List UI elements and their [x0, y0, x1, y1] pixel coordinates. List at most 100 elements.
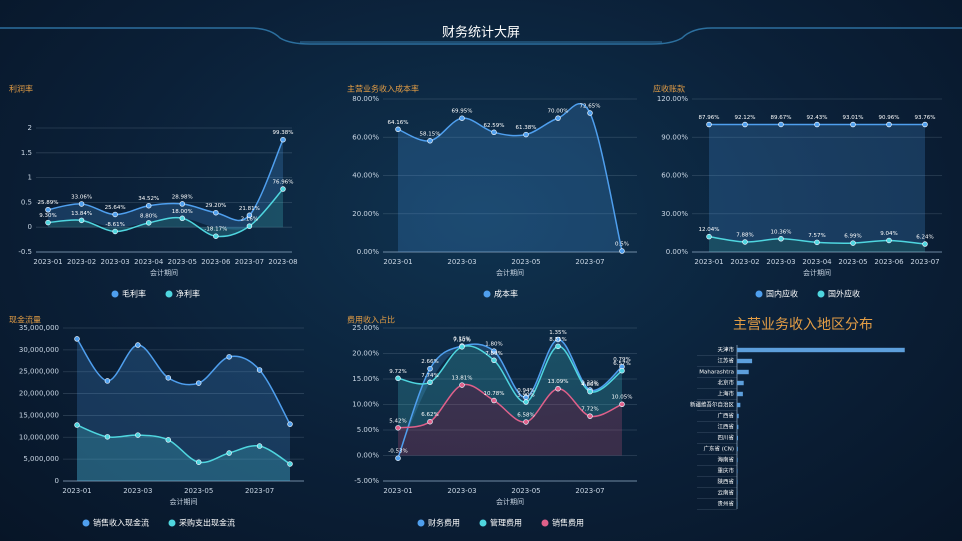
- series-line: [397, 345, 623, 403]
- y-tick-label: 35,000,000: [19, 324, 59, 332]
- data-label: 34.52%: [138, 196, 159, 202]
- x-tick-label: 2023-07: [910, 258, 939, 266]
- legend-marker: [165, 290, 173, 298]
- bar: [737, 369, 749, 375]
- data-label: 90.96%: [879, 115, 900, 121]
- data-label: 12.04%: [699, 227, 720, 233]
- y-tick-label: 天津市: [717, 346, 734, 354]
- data-point: [74, 422, 80, 428]
- data-point: [395, 126, 401, 133]
- data-label: 2.16%: [241, 217, 258, 223]
- x-tick-label: 2023-05: [184, 487, 213, 495]
- page-title: 财务统计大屏: [442, 25, 520, 41]
- data-point: [619, 248, 625, 254]
- data-label: 6.58%: [517, 412, 534, 418]
- chart-panel: 利润率 -0.5 0 0.5 1 1.5 2 2023-01 2023-02 2023-03 202…: [9, 84, 298, 299]
- y-tick-label: 上海市: [717, 390, 734, 398]
- series-line: [397, 383, 623, 429]
- data-label: -0.53%: [388, 449, 407, 455]
- data-label: -8.61%: [105, 222, 124, 228]
- chart-panel: 主营业务收入成本率 0.00% 20.00% 40.00% 60.00% 80.00% 20…: [347, 84, 637, 299]
- x-tick-label: 2023-01: [383, 258, 412, 266]
- y-tick-label: 重庆市: [717, 467, 734, 475]
- data-label: 76.96%: [273, 180, 294, 186]
- data-label: 7.50%: [453, 337, 470, 343]
- data-label: 4.80%: [581, 382, 598, 388]
- data-point: [922, 241, 928, 247]
- y-tick-label: 0: [55, 477, 59, 485]
- y-tick-label: 新疆维吾尔自治区: [690, 401, 735, 409]
- data-point: [45, 219, 51, 226]
- data-point: [459, 344, 465, 350]
- data-point: [706, 121, 712, 128]
- y-tick-label: 云南省: [717, 489, 734, 497]
- data-label: 6.24%: [916, 235, 933, 241]
- y-tick-label: 30.00%: [661, 210, 688, 218]
- header-frame: [0, 27, 962, 45]
- data-label: 70.00%: [548, 109, 569, 115]
- x-tick-label: 2023-05: [168, 258, 197, 266]
- data-point: [523, 399, 529, 405]
- y-tick-label: 5,000,000: [23, 455, 59, 463]
- data-point: [246, 223, 253, 229]
- bar: [737, 424, 739, 430]
- x-tick-label: 2023-03: [101, 258, 130, 266]
- header: 财务统计大屏: [0, 25, 962, 45]
- y-tick-label: 10,000,000: [19, 433, 59, 441]
- x-tick-label: 2023-01: [62, 487, 91, 495]
- y-tick-label: 60.00%: [352, 133, 379, 141]
- chart-title: 主营业务收入地区分布: [733, 317, 873, 333]
- y-tick-label: 0: [28, 223, 32, 231]
- y-tick-label: 陕西省: [717, 478, 734, 486]
- data-label: 87.96%: [699, 115, 720, 121]
- data-label: 0.79%: [613, 357, 630, 363]
- data-label: 6.99%: [844, 234, 861, 240]
- data-point: [427, 379, 433, 386]
- legend-label: 成本率: [494, 289, 518, 299]
- legend-label: 国内应收: [766, 289, 798, 299]
- x-tick-label: 2023-03: [766, 258, 795, 266]
- data-point: [814, 239, 820, 246]
- legend-marker: [82, 519, 90, 527]
- y-tick-label: 四川省: [717, 434, 734, 442]
- x-tick-label: 2023-07: [575, 487, 604, 495]
- x-tick-label: 2023-05: [511, 487, 540, 495]
- legend-label: 国外应收: [828, 289, 860, 299]
- data-point: [395, 375, 401, 382]
- data-point: [587, 388, 593, 395]
- legend-label: 净利率: [176, 289, 200, 299]
- data-point: [814, 121, 820, 128]
- legend-marker: [111, 290, 119, 298]
- legend-label: 财务费用: [428, 518, 460, 528]
- series-line: [47, 188, 284, 238]
- data-point: [395, 425, 401, 431]
- data-point: [246, 212, 253, 219]
- legend-marker: [483, 290, 491, 298]
- data-point: [135, 432, 141, 438]
- data-label: 9.30%: [39, 213, 56, 219]
- data-label: 7.72%: [581, 407, 598, 413]
- x-tick-label: 2023-05: [511, 258, 540, 266]
- data-label: 0.32%: [581, 381, 598, 387]
- legend-label: 管理费用: [490, 518, 522, 528]
- data-point: [112, 228, 118, 235]
- data-point: [886, 237, 892, 244]
- y-tick-label: 海南省: [717, 456, 734, 464]
- series-area: [398, 384, 622, 456]
- x-tick-label: 2023-01: [33, 258, 62, 266]
- bar: [737, 358, 753, 364]
- y-tick-label: 广西省: [717, 412, 734, 420]
- data-point: [427, 365, 433, 372]
- data-label: 10.36%: [771, 229, 792, 235]
- data-label: 5.42%: [389, 418, 406, 424]
- x-tick-label: 2023-04: [802, 258, 832, 266]
- y-tick-label: -0.5: [18, 248, 32, 256]
- y-tick-label: 90.00%: [661, 133, 688, 141]
- y-tick-label: 15,000,000: [19, 411, 59, 419]
- bar: [737, 446, 738, 452]
- data-label: 13.81%: [452, 376, 473, 382]
- data-point: [104, 434, 111, 440]
- data-point: [195, 380, 202, 386]
- x-tick-label: 2023-01: [694, 258, 723, 266]
